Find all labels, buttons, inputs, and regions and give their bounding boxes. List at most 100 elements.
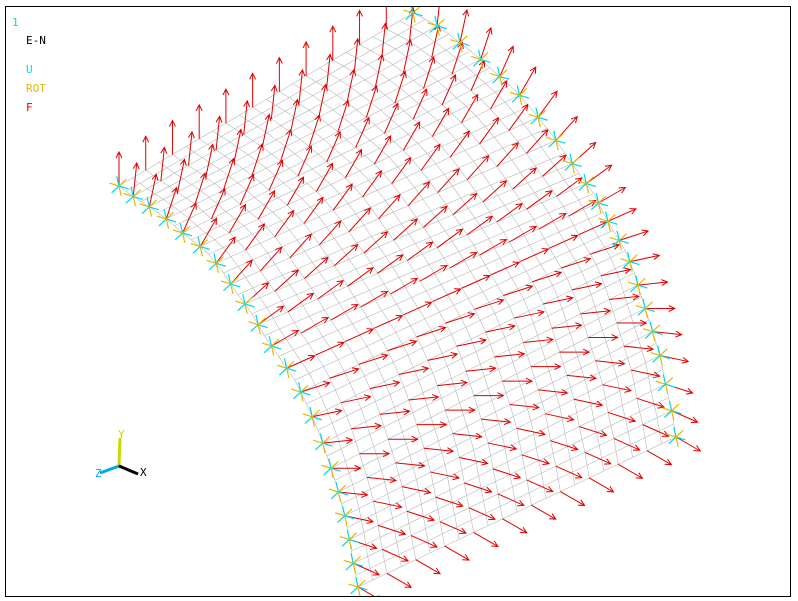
force-arrow [523,336,555,344]
mesh-line [437,240,453,248]
mesh-line [367,549,383,557]
mesh-line [289,278,305,286]
mesh-line [230,277,246,285]
mesh-line [277,190,293,198]
mesh-line [359,163,375,172]
mesh-line [406,436,421,445]
mesh-line [406,503,422,512]
force-arrow [251,142,264,176]
mesh-line [613,365,618,378]
mesh-line [569,243,585,252]
mesh-line [317,422,333,431]
mesh-line [430,210,439,222]
mesh-line [447,358,462,367]
force-arrow [274,269,300,292]
mesh-line [182,225,198,234]
mesh-line [211,211,226,220]
mesh-line [294,110,310,119]
mesh-line [481,166,497,174]
mesh-line [487,388,493,401]
mesh-line [424,311,440,320]
legend-f: F [26,101,33,114]
mesh-line [583,243,591,255]
mesh-line [407,347,423,356]
mesh-line [278,356,287,369]
mesh-line [375,117,390,126]
mesh-line [412,153,428,161]
mesh-line [600,268,616,277]
constraint-symbol [190,236,210,257]
mesh-line [166,211,181,220]
mesh-line [398,118,414,127]
mesh-line [392,260,408,268]
mesh-line [554,250,570,258]
mesh-line [221,128,235,137]
mesh-line [482,291,490,303]
mesh-line [463,407,478,415]
mesh-line [307,343,317,356]
constraint-symbol [650,345,670,366]
mesh-line [609,345,625,354]
mesh-line [528,303,544,312]
mesh-line [437,185,453,193]
force-arrow [347,267,374,287]
force-arrow [424,447,455,455]
mesh-line [355,268,363,280]
mesh-line [604,240,620,248]
force-arrow [419,264,448,282]
mesh-line [398,367,414,375]
mesh-line [449,267,456,279]
mesh-line [644,430,660,438]
mesh-line [638,338,643,351]
mesh-line [416,417,432,425]
mesh-line [355,441,360,454]
graphics-window[interactable]: 1 E-N U ROT F Y Z X [5,6,791,597]
mesh-line [363,225,372,237]
mesh-line [377,183,392,191]
mesh-line [396,303,404,315]
mesh-line [348,231,358,244]
mesh-line [490,337,505,345]
mesh-line [573,225,580,235]
mesh-line [188,165,198,172]
mesh-line [243,225,253,235]
mesh-line [343,58,358,67]
force-arrow [490,261,521,276]
mesh-line [426,405,432,418]
mesh-line [590,405,594,420]
force-arrow [210,187,226,219]
mesh-line [310,206,319,218]
constraint-symbol [546,130,566,151]
force-arrow [148,173,159,208]
mesh-line [289,168,299,177]
mesh-line [594,299,610,307]
mesh-line [559,398,575,407]
mesh-line [473,388,489,396]
mesh-line [340,220,350,232]
mesh-line [548,206,564,214]
force-arrow [584,451,612,465]
mesh-line [435,497,439,510]
constraint-symbol [328,482,349,502]
force-arrow [329,25,337,61]
mesh-line [470,83,486,91]
mesh-line [332,292,340,304]
mesh-line [330,177,346,185]
mesh-line [417,136,433,144]
mesh-line [439,514,455,522]
mesh-line [266,307,274,319]
mesh-line [487,435,503,444]
mesh-line [418,491,422,505]
force-arrow [286,176,305,206]
force-arrow [344,148,363,178]
mesh-line [268,182,284,191]
force-arrow [407,181,431,206]
mesh-line [537,327,553,336]
mesh-line [417,307,426,320]
force-arrow [532,270,563,283]
mesh-line [334,472,350,481]
mesh-line [370,262,378,274]
mesh-line [517,281,533,289]
mesh-line [326,402,342,411]
mesh-line [305,67,320,77]
